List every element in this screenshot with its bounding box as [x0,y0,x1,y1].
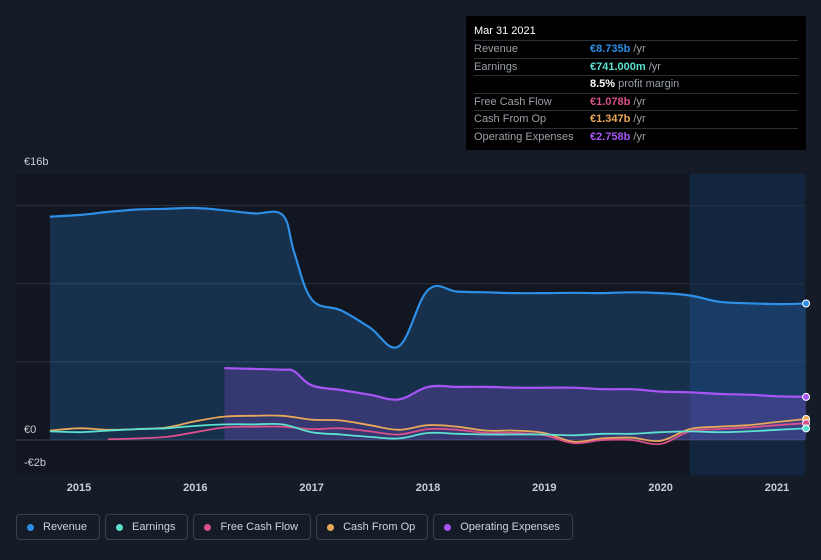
revenue-area [49,207,807,440]
tooltip-row-unit: /yr [630,43,646,55]
tooltip-row-label [474,76,590,93]
tooltip-date: Mar 31 2021 [474,22,798,41]
operating-expenses-end-point [802,392,811,401]
legend-dot [444,523,452,531]
revenue-line [49,206,807,349]
tooltip-row: Cash From Op €1.347b /yr [474,111,798,129]
x-tick-label: 2021 [765,482,789,494]
tooltip-row-value: 8.5% [590,78,616,91]
y-tick-label: €0 [24,424,36,436]
tooltip-row-value: €1.347b [590,113,631,126]
legend-dot [116,523,124,531]
tooltip-row-unit: profit margin [615,78,680,91]
tooltip-row-label: Earnings [474,60,518,73]
tooltip-row-unit: /yr [630,113,646,126]
legend-dot [204,523,212,531]
revenue-end-point [802,299,811,308]
x-tick-label: 2017 [299,482,323,494]
tooltip-row-label: Free Cash Flow [474,95,552,108]
tooltip-row: Earnings €741.000m /yr [474,59,798,77]
legend-label: Free Cash Flow [220,521,299,533]
legend-dot [327,523,335,531]
legend-item-cash-from-op[interactable]: Cash From Op [316,514,429,540]
legend-label: Operating Expenses [460,521,560,533]
legend-label: Revenue [43,521,88,533]
legend-item-revenue[interactable]: Revenue [16,514,101,540]
financial-chart: €16b €0 -€2b 2015 2016 2017 2018 2019 2020 2021 [16,156,811,494]
tooltip-row-unit: /yr [630,130,646,143]
tooltip-row: 8.5% profit margin [474,76,798,94]
tooltip-row-label: Cash From Op [474,113,547,126]
tooltip-row: Operating Expenses €2.758b /yr [474,129,798,146]
earnings-end-point [802,424,811,433]
legend-label: Cash From Op [343,521,416,533]
x-tick-label: 2015 [67,482,91,494]
x-tick-label: 2016 [183,482,207,494]
legend-item-free-cash-flow[interactable]: Free Cash Flow [193,514,312,540]
data-tooltip: Mar 31 2021 Revenue €8.735b /yr Earnings €7… [466,16,806,150]
tooltip-row-value: €8.735b [590,43,631,55]
legend-item-operating-expenses[interactable]: Operating Expenses [433,514,573,540]
earnings-line [49,422,807,440]
x-tick-label: 2019 [532,482,556,494]
operating-expenses-line [224,367,807,401]
legend-dot [27,523,34,531]
y-tick-label: -€2b [24,457,46,469]
x-tick-label: 2020 [648,482,672,494]
tooltip-row: Revenue €8.735b /yr [474,41,798,59]
legend: Revenue Earnings Free Cash Flow Cash From O… [16,514,573,542]
tooltip-row-unit: /yr [645,60,661,73]
legend-item-earnings[interactable]: Earnings [105,514,189,540]
y-tick-label: €16b [24,156,48,168]
tooltip-row-label: Revenue [474,43,519,55]
tooltip-row-value: €2.758b [590,130,631,143]
tooltip-row-value: €1.078b [590,95,631,108]
tooltip-row-unit: /yr [630,95,646,108]
operating-expenses-area [224,368,807,440]
x-tick-label: 2018 [416,482,440,494]
tooltip-row: Free Cash Flow €1.078b /yr [474,94,798,112]
tooltip-row-label: Operating Expenses [474,130,574,143]
tooltip-row-value: €741.000m [590,60,646,73]
legend-label: Earnings [132,521,176,533]
